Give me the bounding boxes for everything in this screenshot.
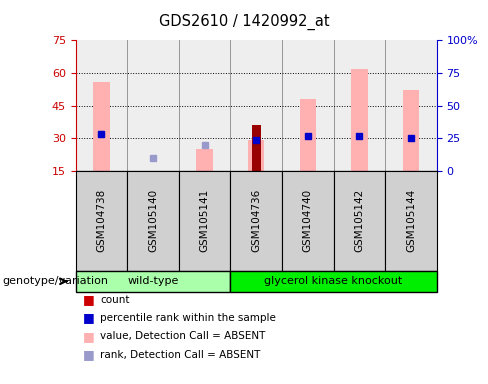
Text: GSM104738: GSM104738 xyxy=(97,189,106,252)
Text: GSM105140: GSM105140 xyxy=(148,189,158,252)
Text: percentile rank within the sample: percentile rank within the sample xyxy=(100,313,276,323)
Bar xyxy=(385,40,437,171)
Text: ■: ■ xyxy=(83,330,95,343)
Text: GSM105142: GSM105142 xyxy=(354,189,365,252)
Bar xyxy=(403,90,419,171)
Text: glycerol kinase knockout: glycerol kinase knockout xyxy=(264,276,403,286)
Text: GSM104740: GSM104740 xyxy=(303,189,313,252)
Text: value, Detection Call = ABSENT: value, Detection Call = ABSENT xyxy=(100,331,265,341)
Text: ■: ■ xyxy=(83,293,95,306)
Text: rank, Detection Call = ABSENT: rank, Detection Call = ABSENT xyxy=(100,350,261,360)
Bar xyxy=(76,40,127,171)
Text: genotype/variation: genotype/variation xyxy=(2,276,108,286)
Text: GSM105144: GSM105144 xyxy=(406,189,416,252)
Bar xyxy=(334,40,385,171)
Bar xyxy=(127,40,179,171)
Bar xyxy=(196,149,213,171)
Bar xyxy=(93,82,110,171)
Bar xyxy=(351,69,367,171)
Bar xyxy=(248,141,264,171)
Text: wild-type: wild-type xyxy=(127,276,179,286)
Text: GSM105141: GSM105141 xyxy=(200,189,210,252)
Bar xyxy=(300,99,316,171)
Bar xyxy=(252,125,261,171)
Text: GSM104736: GSM104736 xyxy=(251,189,261,252)
Text: GDS2610 / 1420992_at: GDS2610 / 1420992_at xyxy=(159,13,329,30)
Bar xyxy=(282,40,334,171)
Bar xyxy=(179,40,230,171)
Bar xyxy=(230,40,282,171)
Text: ■: ■ xyxy=(83,348,95,361)
Text: count: count xyxy=(100,295,129,305)
Text: ■: ■ xyxy=(83,311,95,324)
